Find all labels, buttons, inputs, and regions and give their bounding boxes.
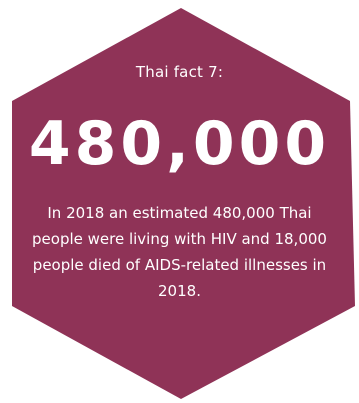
fact-number: 480,000 — [28, 109, 331, 179]
fact-label: Thai fact 7: — [135, 63, 224, 81]
fact-description: In 2018 an estimated 480,000 Thai people… — [32, 204, 327, 300]
